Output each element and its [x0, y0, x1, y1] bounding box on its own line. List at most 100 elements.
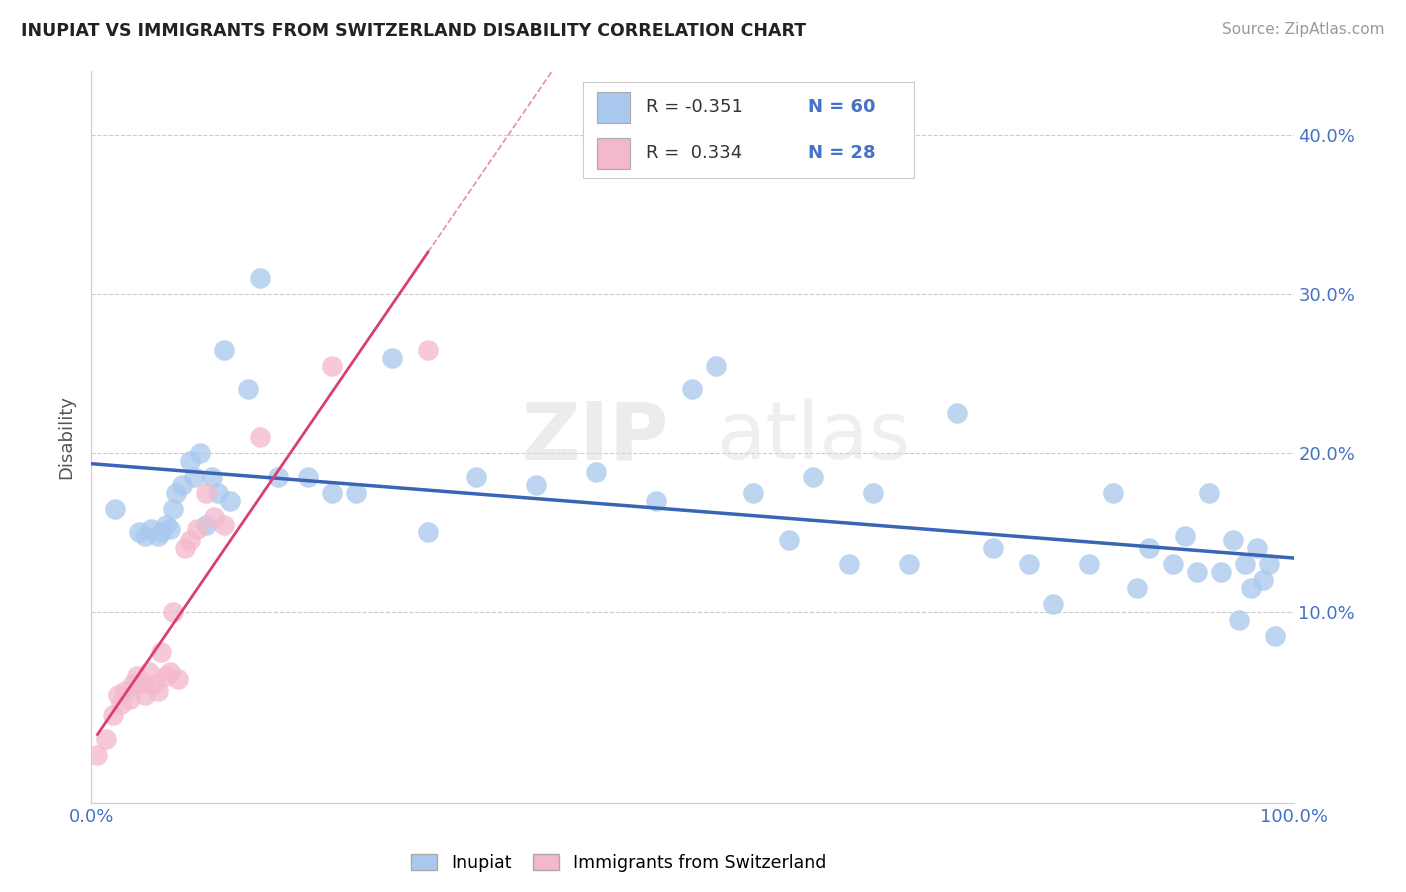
Point [1174, 529, 1197, 543]
Point [170, 477, 193, 491]
Point [212, 517, 235, 532]
Point [179, 533, 201, 548]
Text: atlas: atlas [717, 398, 911, 476]
Point [186, 522, 208, 536]
Point [212, 343, 235, 357]
Point [416, 343, 439, 357]
Point [981, 541, 1004, 556]
Point [1137, 541, 1160, 556]
Point [162, 605, 184, 619]
Point [167, 672, 190, 686]
Point [207, 485, 229, 500]
Point [645, 493, 668, 508]
Point [159, 665, 181, 680]
Point [297, 470, 319, 484]
Point [706, 359, 728, 373]
Point [146, 684, 169, 698]
Point [174, 541, 197, 556]
Text: N = 28: N = 28 [808, 145, 876, 162]
Text: R = -0.351: R = -0.351 [647, 98, 744, 116]
Point [104, 501, 127, 516]
Text: N = 60: N = 60 [808, 98, 876, 116]
Point [101, 708, 124, 723]
Point [1187, 566, 1209, 580]
Point [524, 477, 547, 491]
Point [165, 485, 187, 500]
Point [236, 383, 259, 397]
Point [183, 470, 205, 484]
Point [141, 522, 163, 536]
Point [110, 697, 132, 711]
Point [1253, 573, 1275, 587]
Point [267, 470, 290, 484]
Point [194, 517, 217, 532]
Point [778, 533, 800, 548]
Point [202, 509, 225, 524]
Point [1102, 485, 1125, 500]
Point [416, 525, 439, 540]
Point [249, 430, 271, 444]
Point [162, 501, 184, 516]
Point [249, 271, 271, 285]
Point [1258, 558, 1281, 572]
Text: R =  0.334: R = 0.334 [647, 145, 742, 162]
Point [1211, 566, 1233, 580]
Point [321, 485, 343, 500]
Point [146, 529, 169, 543]
Point [1161, 558, 1184, 572]
Point [862, 485, 884, 500]
Point [122, 676, 145, 690]
Point [142, 676, 165, 690]
Point [125, 668, 148, 682]
Point [1126, 581, 1149, 595]
Point [946, 406, 969, 420]
Bar [596, 92, 630, 122]
Point [94, 732, 117, 747]
Point [159, 522, 181, 536]
Point [1042, 597, 1064, 611]
Point [201, 470, 224, 484]
Text: INUPIAT VS IMMIGRANTS FROM SWITZERLAND DISABILITY CORRELATION CHART: INUPIAT VS IMMIGRANTS FROM SWITZERLAND D… [21, 22, 806, 40]
Point [107, 688, 129, 702]
Point [1222, 533, 1244, 548]
Point [1240, 581, 1263, 595]
Point [741, 485, 763, 500]
Point [150, 645, 173, 659]
Point [465, 470, 488, 484]
Point [114, 684, 136, 698]
Point [1078, 558, 1101, 572]
Legend: Inupiat, Immigrants from Switzerland: Inupiat, Immigrants from Switzerland [405, 847, 832, 879]
Point [179, 454, 201, 468]
Point [838, 558, 860, 572]
Point [138, 665, 160, 680]
Point [1198, 485, 1220, 500]
Point [801, 470, 824, 484]
Point [134, 688, 156, 702]
Point [155, 517, 177, 532]
Bar [596, 138, 630, 169]
Point [1264, 629, 1286, 643]
Point [585, 465, 607, 479]
Point [131, 676, 153, 690]
Point [155, 668, 177, 682]
Text: ZIP: ZIP [522, 398, 668, 476]
Point [321, 359, 343, 373]
Point [194, 485, 217, 500]
Point [1234, 558, 1257, 572]
Point [1229, 613, 1251, 627]
Point [897, 558, 920, 572]
Point [681, 383, 703, 397]
Point [118, 692, 141, 706]
Point [1246, 541, 1268, 556]
Y-axis label: Disability: Disability [58, 395, 76, 479]
Point [134, 529, 156, 543]
Point [1018, 558, 1040, 572]
Point [128, 525, 150, 540]
Point [188, 446, 211, 460]
Point [150, 525, 173, 540]
Point [381, 351, 404, 365]
Point [218, 493, 240, 508]
Point [86, 748, 108, 763]
Point [344, 485, 367, 500]
Text: Source: ZipAtlas.com: Source: ZipAtlas.com [1222, 22, 1385, 37]
